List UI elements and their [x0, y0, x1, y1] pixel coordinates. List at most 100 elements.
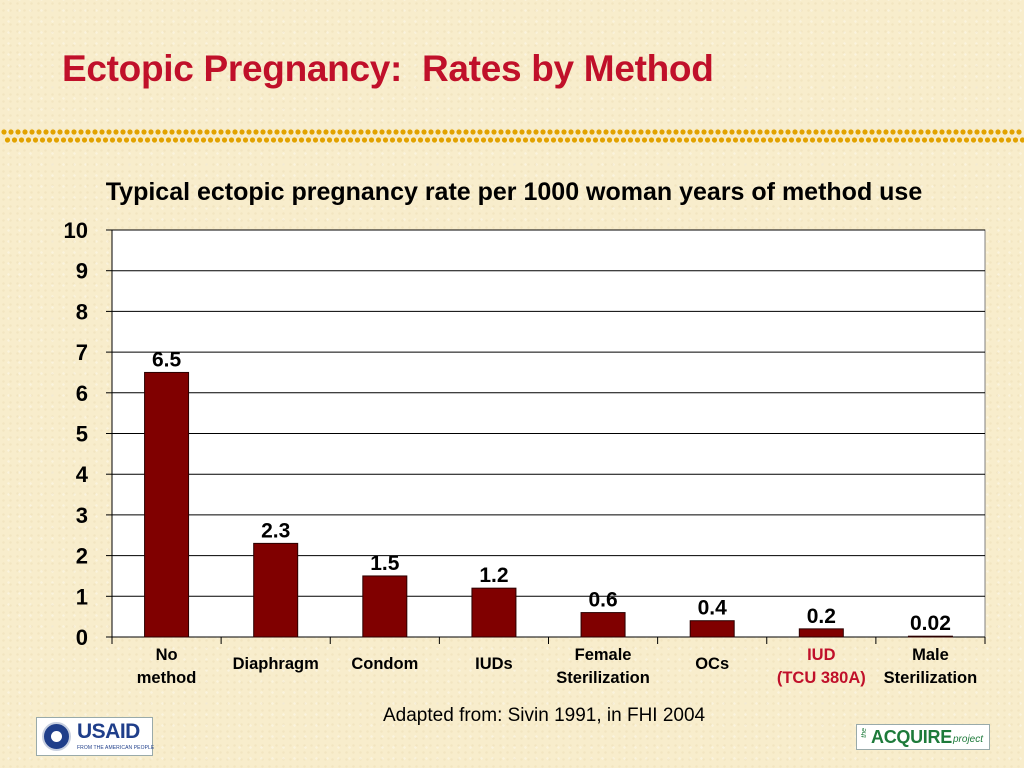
divider-dot: [816, 137, 823, 143]
divider-dot: [613, 137, 620, 143]
divider-dot: [130, 137, 137, 143]
divider-dot: [851, 137, 858, 143]
divider-dot: [652, 129, 658, 135]
divider-dot: [71, 129, 77, 135]
divider-dot: [1012, 137, 1019, 143]
divider-dot: [960, 129, 966, 135]
divider-dot: [627, 137, 634, 143]
divider-dot: [778, 129, 784, 135]
divider-dot: [946, 129, 952, 135]
x-category-label: Male: [912, 646, 949, 664]
divider-dot: [981, 129, 987, 135]
divider-dot: [809, 137, 816, 143]
bar-value-label: 1.5: [370, 552, 400, 575]
divider-dot: [725, 137, 732, 143]
divider-dot: [78, 129, 84, 135]
divider-dot: [550, 137, 557, 143]
divider-dot: [64, 129, 70, 135]
x-category-label: Sterilization: [884, 669, 978, 687]
divider-dot: [841, 129, 847, 135]
divider-dot: [46, 137, 53, 143]
usaid-logo: USAID FROM THE AMERICAN PEOPLE: [36, 717, 154, 756]
divider-dot: [463, 129, 469, 135]
divider-dot: [337, 129, 343, 135]
divider-dot: [865, 137, 872, 143]
divider-dot: [939, 129, 945, 135]
divider-dot: [631, 129, 637, 135]
divider-dot: [382, 137, 389, 143]
divider-dot: [67, 137, 74, 143]
x-category-label: OCs: [695, 655, 729, 673]
divider-dot: [25, 137, 32, 143]
divider-dot: [361, 137, 368, 143]
divider-dot: [449, 129, 455, 135]
bar: [471, 587, 517, 638]
divider-dot: [330, 129, 336, 135]
divider-dot: [634, 137, 641, 143]
divider-dot: [414, 129, 420, 135]
y-tick-label: 9: [76, 259, 88, 284]
divider-dot: [284, 137, 291, 143]
divider-dot: [722, 129, 728, 135]
divider-dot: [876, 129, 882, 135]
x-category-label: Condom: [351, 655, 418, 673]
divider-dot: [204, 129, 210, 135]
x-category-label: IUDs: [475, 655, 513, 673]
divider-dot: [655, 137, 662, 143]
divider-dot: [662, 137, 669, 143]
divider-dot: [351, 129, 357, 135]
divider-dot: [183, 129, 189, 135]
divider-dot: [1, 129, 7, 135]
divider-dot: [743, 129, 749, 135]
divider-dot: [305, 137, 312, 143]
divider-dot: [872, 137, 879, 143]
divider-dot: [680, 129, 686, 135]
divider-dot: [274, 129, 280, 135]
divider-dot: [288, 129, 294, 135]
divider-dot: [991, 137, 998, 143]
divider-dot: [36, 129, 42, 135]
divider-dot: [260, 129, 266, 135]
divider-dot: [858, 137, 865, 143]
divider-dot: [736, 129, 742, 135]
divider-dot: [197, 129, 203, 135]
divider-dot: [176, 129, 182, 135]
divider-dot: [53, 137, 60, 143]
divider-dot: [764, 129, 770, 135]
divider-dot: [792, 129, 798, 135]
divider-dot: [218, 129, 224, 135]
bar-value-label: 2.3: [261, 519, 290, 542]
divider-dot: [302, 129, 308, 135]
divider-dot: [1002, 129, 1008, 135]
divider-dot: [18, 137, 25, 143]
acquire-logo-suffix: project: [953, 734, 984, 745]
divider-dot: [844, 137, 851, 143]
divider-dot: [190, 129, 196, 135]
divider-dot: [827, 129, 833, 135]
y-tick-label: 5: [76, 422, 88, 447]
y-tick-label: 4: [76, 462, 89, 487]
divider-dot: [802, 137, 809, 143]
divider-dot: [886, 137, 893, 143]
divider-dot: [316, 129, 322, 135]
acquire-project-logo: the ACQUIRE project: [856, 724, 990, 750]
divider-dot: [687, 129, 693, 135]
y-tick-label: 7: [76, 340, 88, 365]
divider-dot: [617, 129, 623, 135]
divider-dot: [907, 137, 914, 143]
y-tick-label: 3: [76, 503, 88, 528]
divider-dot: [421, 129, 427, 135]
divider-dot: [60, 137, 67, 143]
divider-dot: [186, 137, 193, 143]
divider-dot: [977, 137, 984, 143]
divider-dot: [267, 129, 273, 135]
divider-dot: [666, 129, 672, 135]
divider-dot: [645, 129, 651, 135]
bar: [253, 542, 299, 638]
divider-dot: [277, 137, 284, 143]
divider-dot: [410, 137, 417, 143]
divider-dot: [431, 137, 438, 143]
divider-dot: [487, 137, 494, 143]
divider-dot: [820, 129, 826, 135]
divider-dot: [949, 137, 956, 143]
